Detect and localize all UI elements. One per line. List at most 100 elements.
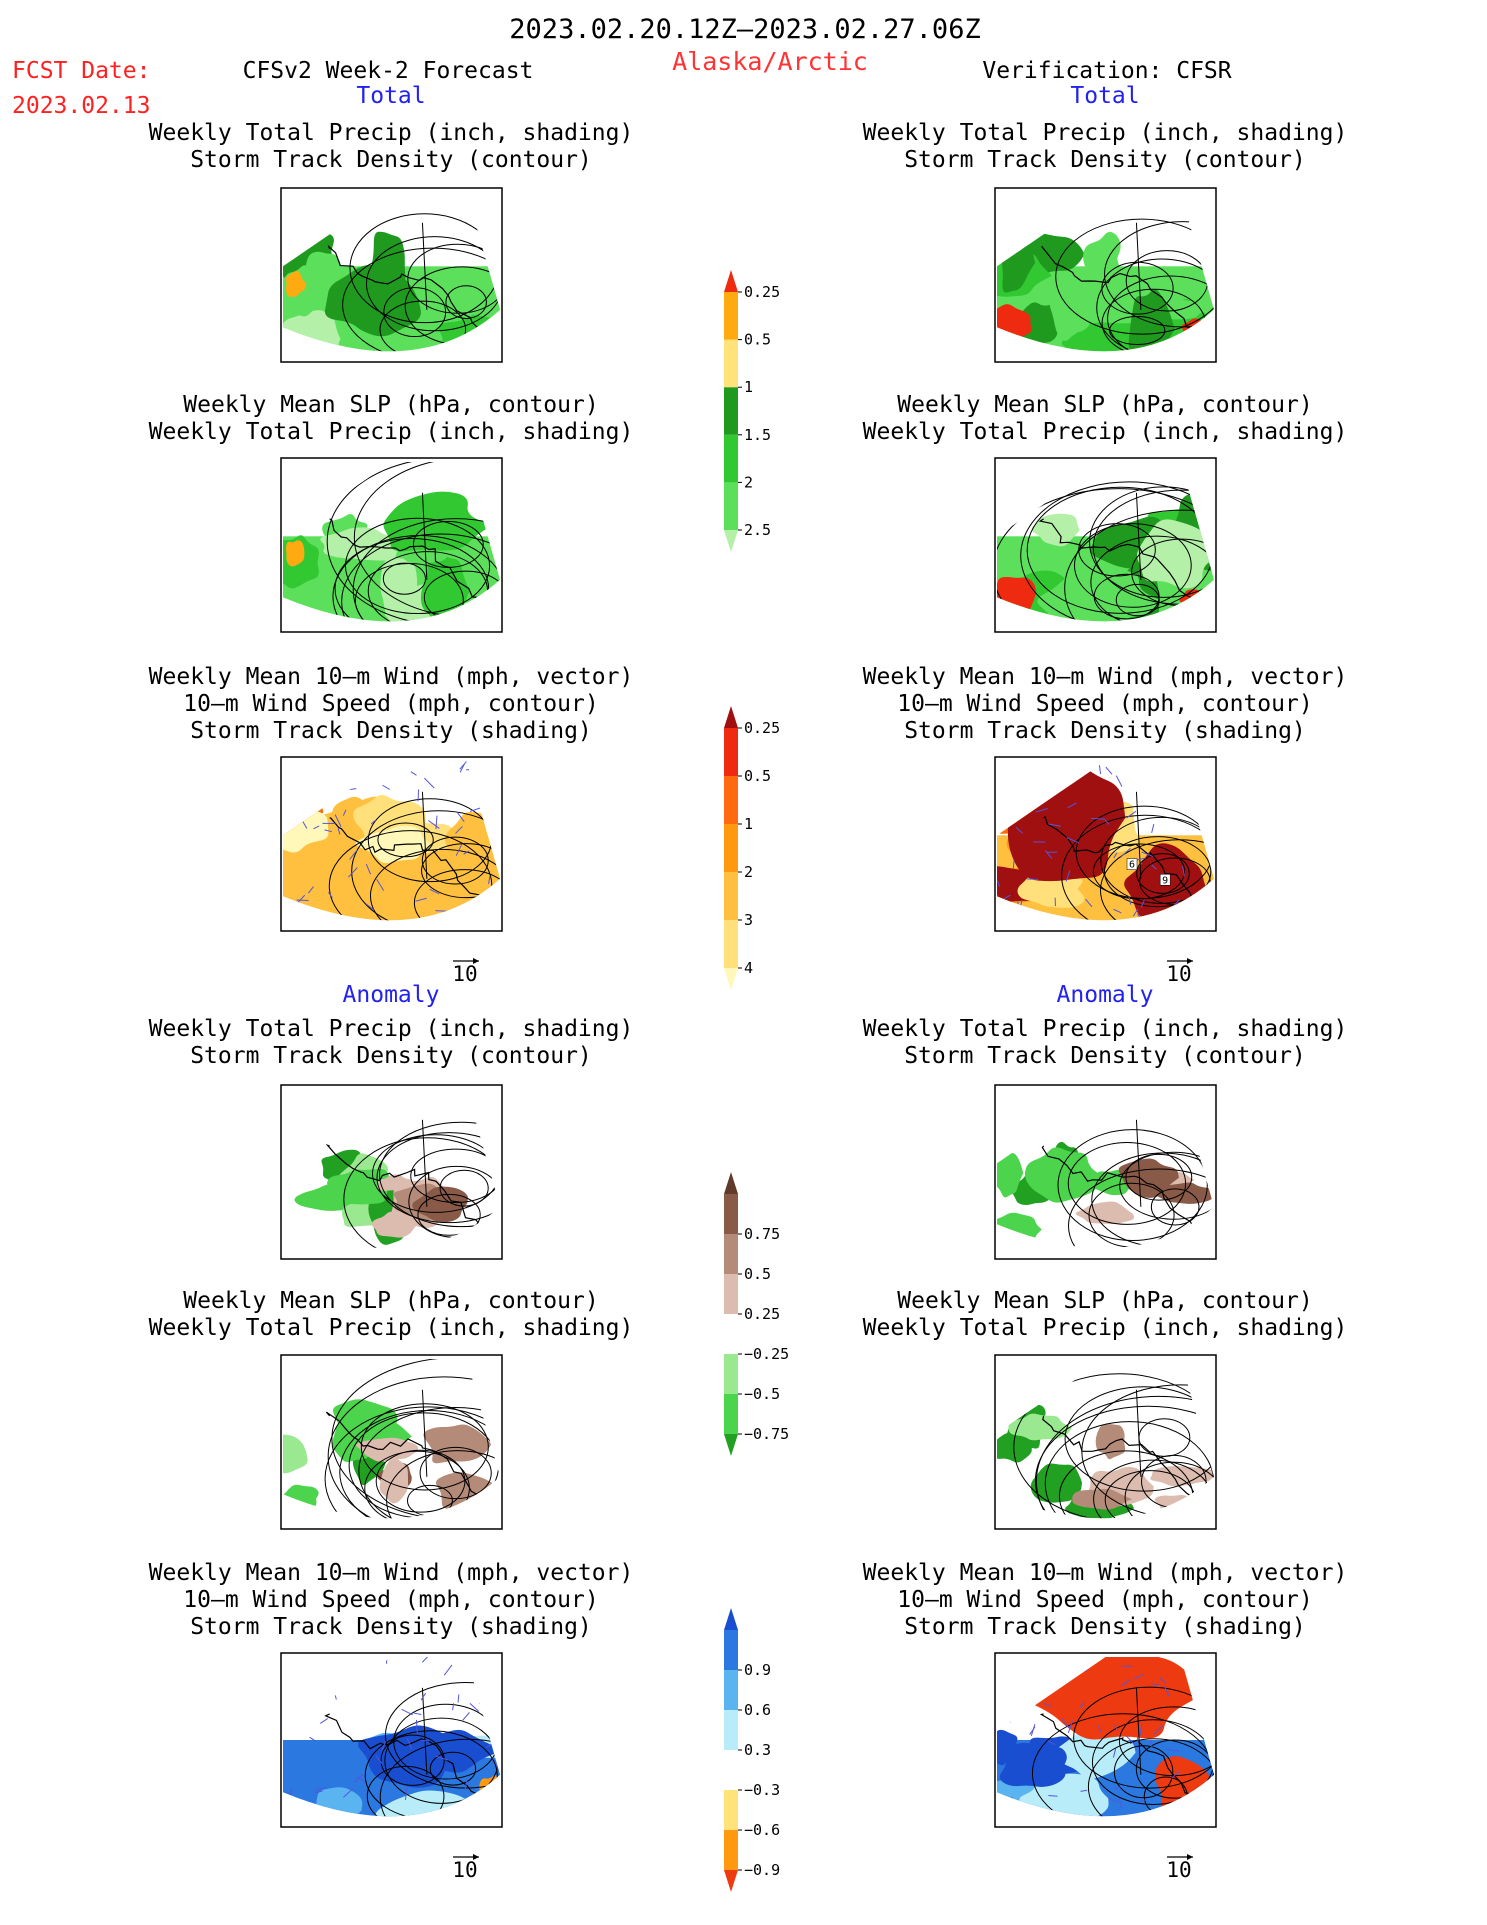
wind-vector bbox=[324, 1674, 338, 1678]
colorbar-tick-label: 1 bbox=[744, 378, 753, 396]
panel-title-forecast-total-wind-1: 10‒m Wind Speed (mph, contour) bbox=[183, 691, 598, 717]
section-label-total-forecast: Total bbox=[356, 83, 425, 109]
coastline bbox=[329, 817, 488, 906]
colorbar-bottom-triangle bbox=[724, 968, 738, 990]
wind-vector bbox=[470, 1657, 482, 1658]
wind-vector bbox=[1153, 1725, 1164, 1735]
panel-field-forecast-anomaly-slp bbox=[283, 1359, 500, 1519]
wind-vector bbox=[459, 761, 467, 770]
coastline bbox=[325, 1411, 490, 1505]
wind-vector bbox=[1134, 1674, 1144, 1680]
wind-vector bbox=[1120, 847, 1131, 858]
section-label-total-verification: Total bbox=[1070, 83, 1139, 109]
section-label-anomaly-forecast: Anomaly bbox=[343, 982, 440, 1008]
wind-vector bbox=[1151, 864, 1157, 870]
panel-field-verification-total-precip bbox=[997, 192, 1214, 352]
colorbar-top-triangle bbox=[724, 706, 738, 728]
colorbar-storm-track-total bbox=[724, 706, 742, 990]
panel-frame bbox=[280, 457, 503, 633]
colorbar-storm-track-anomaly bbox=[724, 1608, 742, 1892]
panel-title-forecast-anomaly-precip-1: Storm Track Density (contour) bbox=[190, 1043, 592, 1069]
colorbar-segment bbox=[724, 1394, 738, 1434]
wind-vector bbox=[1126, 1735, 1136, 1746]
wind-vector bbox=[1004, 1796, 1013, 1807]
colorbar-tick-label: 0.3 bbox=[744, 1741, 771, 1759]
wind-vector bbox=[328, 892, 333, 899]
colorbar-tick-label: 4 bbox=[744, 959, 753, 977]
panel-frame bbox=[994, 187, 1217, 363]
wind-vector bbox=[1066, 837, 1080, 844]
border-line bbox=[421, 492, 428, 580]
panel-field-forecast-anomaly-precip bbox=[283, 1089, 500, 1249]
panel-title-forecast-total-precip-1: Storm Track Density (contour) bbox=[190, 147, 592, 173]
wind-vector bbox=[1043, 1702, 1052, 1707]
border-line bbox=[1135, 492, 1142, 580]
fcst-date-value: 2023.02.13 bbox=[12, 93, 150, 119]
colorbar-tick-label: −0.9 bbox=[744, 1861, 780, 1879]
panel-frame bbox=[280, 187, 503, 363]
panel-frame bbox=[280, 756, 503, 932]
coastline bbox=[324, 1713, 487, 1798]
colorbar-segment bbox=[724, 387, 738, 435]
panel-title-verification-anomaly-wind-0: Weekly Mean 10‒m Wind (mph, vector) bbox=[863, 1560, 1348, 1586]
coastline bbox=[1039, 1713, 1201, 1804]
wind-vector bbox=[1132, 908, 1139, 917]
wind-vector bbox=[469, 1703, 480, 1712]
wind-vector bbox=[347, 867, 358, 878]
panel-verification-anomaly-slp bbox=[994, 1354, 1217, 1530]
panel-field-verification-total-wind bbox=[997, 761, 1214, 921]
colorbar-segment bbox=[724, 1354, 738, 1394]
border-line bbox=[421, 1687, 428, 1775]
wind-vector bbox=[316, 771, 322, 784]
panel-title-verification-total-wind-0: Weekly Mean 10‒m Wind (mph, vector) bbox=[863, 664, 1348, 690]
wind-vector bbox=[1113, 852, 1118, 859]
panel-title-verification-total-slp-1: Weekly Total Precip (inch, shading) bbox=[863, 419, 1348, 445]
panel-frame bbox=[994, 1652, 1217, 1828]
wind-vector bbox=[342, 809, 347, 816]
border-line bbox=[1135, 222, 1142, 310]
panel-title-forecast-total-precip-0: Weekly Total Precip (inch, shading) bbox=[149, 120, 634, 146]
panel-title-forecast-anomaly-wind-2: Storm Track Density (shading) bbox=[190, 1614, 592, 1640]
wind-vector bbox=[309, 1693, 316, 1700]
coastline bbox=[327, 244, 485, 335]
fcst-date-label: FCST Date: bbox=[12, 58, 150, 84]
colorbar-segment bbox=[724, 1274, 738, 1314]
wind-vector bbox=[1151, 823, 1155, 833]
wind-vector bbox=[1061, 1718, 1070, 1729]
border-line bbox=[1135, 1389, 1142, 1477]
border-line bbox=[421, 1389, 428, 1477]
colorbar-tick-label: 0.6 bbox=[744, 1701, 771, 1719]
colorbar-segment bbox=[724, 1314, 738, 1354]
colorbar-segment bbox=[724, 292, 738, 340]
colorbar-segment bbox=[724, 1750, 738, 1790]
colorbar-tick-label: 3 bbox=[744, 911, 753, 929]
wind-vector bbox=[1195, 806, 1202, 812]
panel-title-forecast-total-slp-1: Weekly Total Precip (inch, shading) bbox=[149, 419, 634, 445]
vector-reference-label: 10 bbox=[1166, 962, 1191, 986]
coastline bbox=[1041, 245, 1206, 333]
wind-vector bbox=[1104, 819, 1110, 825]
colorbar-segment bbox=[724, 1234, 738, 1274]
wind-vector bbox=[415, 897, 427, 902]
coastline bbox=[329, 518, 491, 607]
wind-vector bbox=[376, 878, 385, 891]
panel-field-verification-anomaly-slp bbox=[997, 1359, 1214, 1519]
colorbar-segment bbox=[724, 824, 738, 872]
wind-vector bbox=[1115, 775, 1123, 787]
colorbar-segment bbox=[724, 920, 738, 968]
colorbar-precip-total bbox=[724, 270, 742, 552]
wind-vector bbox=[1085, 898, 1093, 908]
panel-title-forecast-anomaly-wind-1: 10‒m Wind Speed (mph, contour) bbox=[183, 1587, 598, 1613]
panel-field-forecast-total-wind bbox=[283, 761, 500, 921]
colorbar-top-triangle bbox=[724, 1172, 738, 1194]
vector-reference-arrowhead bbox=[473, 958, 479, 964]
wind-vector bbox=[1037, 1809, 1041, 1817]
border-line bbox=[421, 1119, 428, 1207]
panel-title-verification-anomaly-precip-1: Storm Track Density (contour) bbox=[904, 1043, 1306, 1069]
colorbar-tick-label: −0.25 bbox=[744, 1345, 789, 1363]
colorbar-tick-label: 2 bbox=[744, 863, 753, 881]
coastline bbox=[1038, 518, 1199, 605]
wind-vector bbox=[313, 825, 320, 830]
colorbar-segment bbox=[724, 728, 738, 776]
wind-vector bbox=[1167, 1748, 1180, 1752]
